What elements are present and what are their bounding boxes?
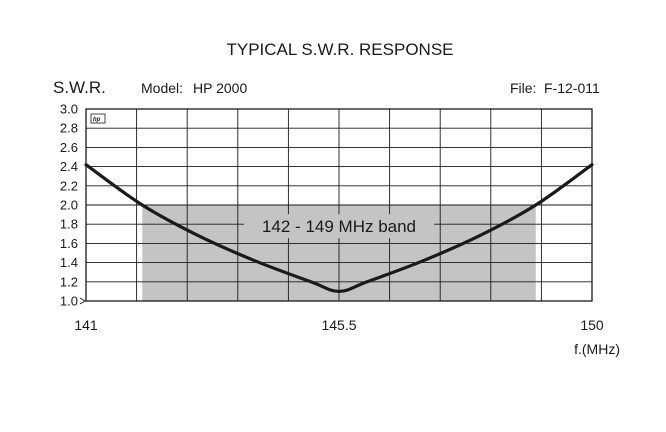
y-tick-label: 1.0 — [60, 294, 78, 309]
y-tick-label: 3.0 — [60, 102, 78, 117]
y-tick-label: 1.6 — [60, 236, 78, 251]
y-tick-label: 2.8 — [60, 121, 78, 136]
y-axis-arrow — [79, 297, 86, 305]
y-tick-label: 1.8 — [60, 217, 78, 232]
chart-title: TYPICAL S.W.R. RESPONSE — [226, 40, 453, 59]
y-tick-label: 2.2 — [60, 178, 78, 193]
x-ticks: 141 145.5 150 — [74, 317, 604, 333]
hp-logo: hp — [90, 113, 106, 124]
band-label: 142 - 149 MHz band — [262, 217, 416, 236]
x-tick-label: 145.5 — [321, 317, 356, 333]
y-axis-label: S.W.R. — [53, 78, 106, 97]
swr-series-line — [84, 163, 594, 294]
model-label: Model: — [141, 80, 183, 96]
band-label-layer: 142 - 149 MHz band — [244, 214, 434, 239]
y-tick-label: 2.0 — [60, 198, 78, 213]
y-ticks: 1.0 1.2 1.4 1.6 1.8 2.0 2.2 2.4 2.6 2.8 3.0 — [60, 102, 86, 309]
band-label-background — [244, 214, 434, 239]
x-tick-label: 150 — [580, 317, 604, 333]
y-tick-label: 1.2 — [60, 274, 78, 289]
y-tick-label: 2.4 — [60, 159, 78, 174]
x-axis-label: f.(MHz) — [574, 341, 620, 357]
series-layer — [84, 163, 594, 294]
x-tick-label: 141 — [74, 317, 98, 333]
file-label: File: — [510, 80, 536, 96]
plot-frame — [85, 108, 593, 302]
y-tick-label: 2.6 — [60, 140, 78, 155]
model-value: HP 2000 — [193, 80, 247, 96]
grid-layer — [86, 109, 592, 301]
svg-text:hp: hp — [93, 117, 101, 123]
file-value: F-12-011 — [544, 80, 600, 96]
y-tick-label: 1.4 — [60, 255, 78, 270]
